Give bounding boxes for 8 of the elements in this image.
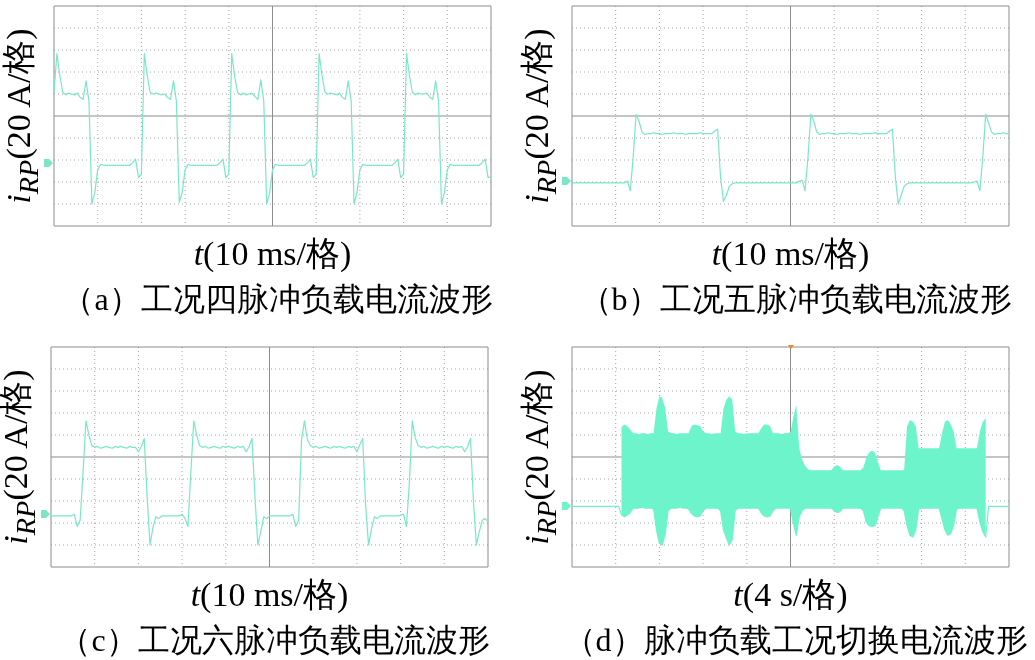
text: （d）脉冲负载工况切换电流波形	[563, 622, 1028, 659]
text: （b）工况五脉冲负载电流波形	[579, 281, 1012, 318]
text: （a）工况四脉冲负载电流波形	[62, 281, 493, 318]
x-axis-title: t(10 ms/格)	[711, 235, 870, 273]
x-axis-title: t(4 s/格)	[733, 576, 848, 614]
x-axis-title: t(10 ms/格)	[190, 576, 349, 614]
x-axis-title: t(10 ms/格)	[193, 235, 352, 273]
text: （c）工况六脉冲负载电流波形	[59, 622, 490, 659]
